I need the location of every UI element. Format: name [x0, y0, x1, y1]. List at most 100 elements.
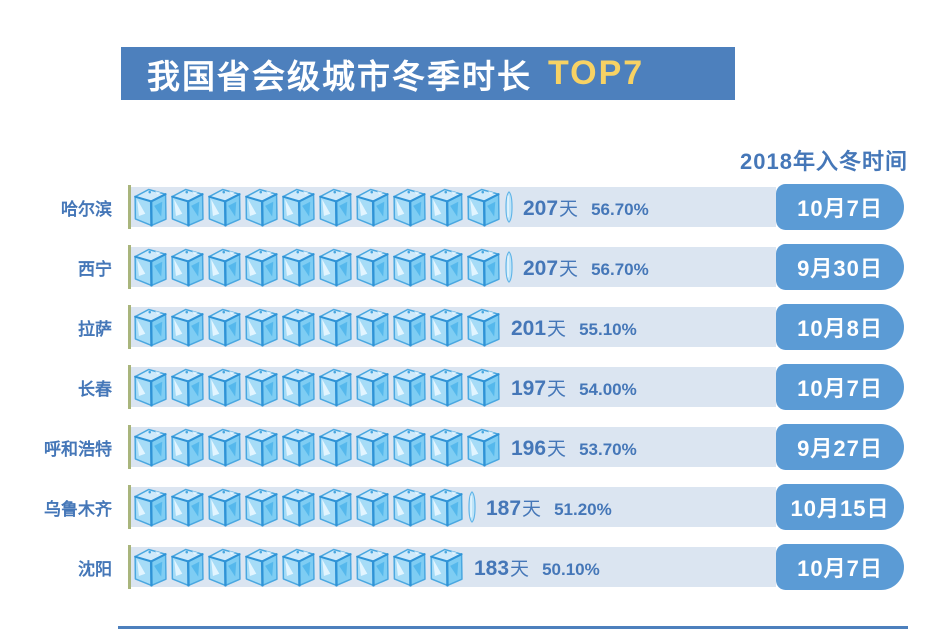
bar-track: 187 天 51.20% — [128, 485, 776, 529]
cube-bar — [132, 363, 502, 411]
city-label: 呼和浩特 — [44, 439, 112, 459]
ice-cube-icon — [282, 248, 315, 287]
days-value: 201 — [511, 316, 547, 340]
winter-date-badge: 10月8日 — [776, 304, 904, 350]
ice-cube-icon — [356, 488, 389, 527]
ice-cube-icon — [245, 428, 278, 467]
bar-value: 196 天 53.70% — [511, 434, 637, 461]
bar-track: 207 天 56.70% — [128, 185, 776, 229]
ice-cube-icon — [208, 248, 241, 287]
days-unit: 天 — [547, 438, 567, 460]
city-label: 乌鲁木齐 — [44, 499, 112, 519]
bar-value: 197 天 54.00% — [511, 374, 637, 401]
bar-track: 183 天 50.10% — [128, 545, 776, 589]
winter-date-badge: 10月7日 — [776, 544, 904, 590]
ice-cube-icon — [245, 188, 278, 227]
table-row: 拉萨 201 天 55.10% 10月8日 — [0, 297, 947, 357]
ice-cube-icon — [282, 188, 315, 227]
ice-cube-icon — [282, 428, 315, 467]
ice-cube-icon — [430, 368, 463, 407]
ice-cube-icon — [134, 188, 167, 227]
bar-track: 196 天 53.70% — [128, 425, 776, 469]
city-label: 哈尔滨 — [61, 199, 112, 219]
winter-date-badge: 10月7日 — [776, 364, 904, 410]
table-row: 沈阳 183 天 50.10% 10月7日 — [0, 537, 947, 597]
ice-cube-icon — [430, 488, 463, 527]
axis-tick — [128, 245, 131, 289]
cube-bar — [132, 423, 502, 471]
percent-value: 53.70% — [579, 439, 637, 459]
ice-cube-icon — [319, 428, 352, 467]
days-unit: 天 — [559, 258, 579, 280]
cube-bar — [132, 243, 514, 291]
ice-cube-icon — [393, 188, 426, 227]
ice-cube-icon — [171, 368, 204, 407]
table-row: 长春 197 天 54.00% 10月7日 — [0, 357, 947, 417]
ice-cube-icon — [393, 308, 426, 347]
title-highlight-top7: TOP7 — [548, 54, 645, 92]
bar-value: 187 天 51.20% — [486, 494, 612, 521]
ice-cube-icon — [245, 548, 278, 587]
date-column-header: 2018年入冬时间 — [740, 149, 908, 174]
days-unit: 天 — [522, 498, 542, 520]
days-value: 196 — [511, 436, 547, 460]
ice-cube-icon — [208, 548, 241, 587]
ice-cube-icon — [430, 428, 463, 467]
ice-cube-icon — [134, 248, 167, 287]
ice-cube-icon — [245, 308, 278, 347]
bar-value: 207 天 56.70% — [523, 254, 649, 281]
cube-bar — [132, 483, 477, 531]
ice-cube-icon — [208, 428, 241, 467]
ice-cube-icon — [467, 368, 500, 407]
city-label: 拉萨 — [78, 319, 112, 339]
ice-cube-icon — [171, 428, 204, 467]
ice-cube-icon — [393, 368, 426, 407]
winter-date-badge: 10月15日 — [776, 484, 904, 530]
axis-tick — [128, 185, 131, 229]
ice-cube-icon — [134, 428, 167, 467]
ice-cube-icon — [134, 488, 167, 527]
ice-cube-icon — [430, 188, 463, 227]
ice-cube-icon — [282, 488, 315, 527]
bar-value: 183 天 50.10% — [474, 554, 600, 581]
cube-bar — [132, 543, 465, 591]
ice-cube-icon — [467, 308, 500, 347]
ice-cube-icon — [467, 428, 500, 467]
ice-cube-icon — [319, 548, 352, 587]
bar-track: 201 天 55.10% — [128, 305, 776, 349]
ice-cube-icon — [467, 248, 500, 287]
ice-cube-icon — [245, 488, 278, 527]
ice-cube-icon — [319, 188, 352, 227]
cube-bar — [132, 303, 502, 351]
ice-cube-icon — [208, 488, 241, 527]
ice-cube-icon — [356, 188, 389, 227]
axis-tick — [128, 485, 131, 529]
ice-cube-icon — [245, 248, 278, 287]
table-row: 西宁 207 天 56.70% 9月30日 — [0, 237, 947, 297]
days-value: 207 — [523, 196, 559, 220]
days-value: 197 — [511, 376, 547, 400]
city-label: 长春 — [78, 379, 112, 399]
ice-cube-icon — [393, 428, 426, 467]
days-unit: 天 — [510, 558, 530, 580]
ice-cube-icon — [208, 308, 241, 347]
ice-cube-icon — [171, 248, 204, 287]
ice-cube-icon — [356, 248, 389, 287]
ice-cube-icon — [282, 548, 315, 587]
axis-tick — [128, 365, 131, 409]
percent-value: 54.00% — [579, 379, 637, 399]
page-title: 我国省会级城市冬季时长 — [147, 57, 532, 95]
ice-shard-icon — [505, 191, 513, 223]
days-unit: 天 — [547, 378, 567, 400]
ice-cube-icon — [393, 488, 426, 527]
ice-cube-icon — [208, 188, 241, 227]
days-value: 207 — [523, 256, 559, 280]
percent-value: 55.10% — [579, 319, 637, 339]
ice-cube-icon — [356, 548, 389, 587]
ice-cube-icon — [134, 308, 167, 347]
days-value: 183 — [474, 556, 510, 580]
bottom-axis-line — [118, 626, 908, 629]
ice-cube-icon — [134, 368, 167, 407]
ice-cube-icon — [282, 368, 315, 407]
days-value: 187 — [486, 496, 522, 520]
